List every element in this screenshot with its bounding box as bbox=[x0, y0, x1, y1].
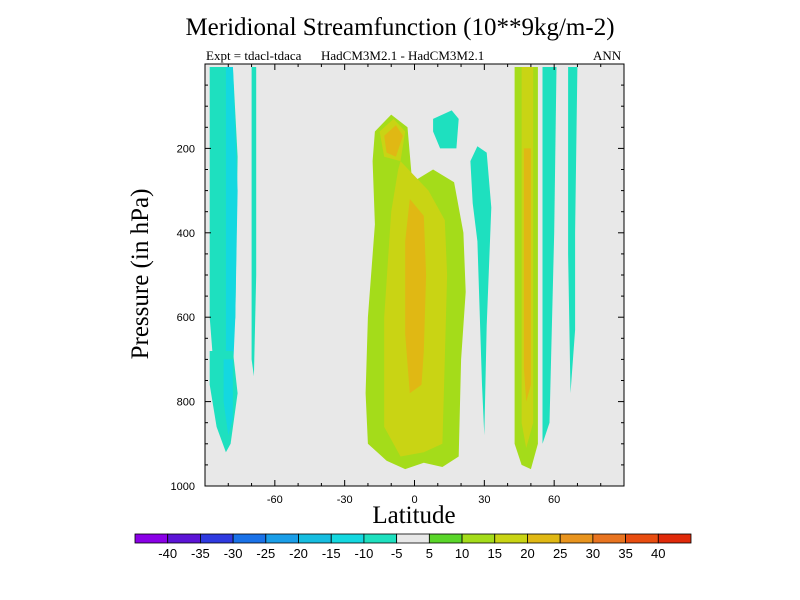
axis-ticks bbox=[204, 64, 625, 487]
region-nh-mid-blob-2 bbox=[477, 152, 489, 233]
colorbar-swatch bbox=[265, 533, 299, 544]
colorbar-label: 40 bbox=[651, 546, 665, 561]
colorbar-label: 20 bbox=[520, 546, 534, 561]
colorbar-label: 15 bbox=[488, 546, 502, 561]
colorbar-label: 30 bbox=[586, 546, 600, 561]
region-nh-column-core bbox=[523, 148, 531, 402]
colorbar: -40 -35 -30 -25 -20 -15 -10 -5 5 10 15 20 25 30 35 40 bbox=[134, 533, 692, 561]
axis-tick-labels: -60 -30 0 30 60 200 400 600 800 1000 bbox=[171, 143, 561, 506]
colorbar-label: -40 bbox=[158, 546, 177, 561]
y-tick-label: 400 bbox=[177, 228, 195, 240]
colorbar-label: -15 bbox=[322, 546, 341, 561]
x-tick-label: 60 bbox=[548, 494, 560, 506]
colorbar-label: -5 bbox=[391, 546, 403, 561]
colorbar-swatch bbox=[592, 533, 626, 544]
colorbar-label: -25 bbox=[256, 546, 275, 561]
colorbar-swatch bbox=[527, 533, 561, 544]
colorbar-label: -35 bbox=[191, 546, 210, 561]
x-tick-label: 0 bbox=[411, 494, 417, 506]
region-sh-west-inner bbox=[225, 67, 238, 373]
colorbar-swatch bbox=[461, 533, 496, 544]
x-tick-label: -60 bbox=[267, 494, 283, 506]
colorbar-label: 35 bbox=[618, 546, 632, 561]
colorbar-swatch bbox=[494, 533, 528, 544]
x-tick-label: 30 bbox=[478, 494, 490, 506]
colorbar-label: -30 bbox=[224, 546, 243, 561]
colorbar-swatch bbox=[167, 533, 201, 544]
colorbar-swatch bbox=[396, 533, 430, 544]
region-central-cell-peak bbox=[405, 199, 427, 394]
colorbar-swatch bbox=[657, 533, 692, 544]
contour-regions bbox=[209, 67, 578, 470]
region-sh-narrow-band bbox=[251, 67, 257, 377]
season-label: ANN bbox=[593, 48, 622, 63]
y-tick-label: 800 bbox=[177, 397, 195, 409]
region-central-upper-orange bbox=[384, 125, 403, 157]
y-tick-label: 1000 bbox=[171, 481, 195, 493]
colorbar-swatch bbox=[134, 533, 169, 544]
model-comparison-label: HadCM3M2.1 - HadCM3M2.1 bbox=[321, 48, 485, 63]
colorbar-swatch bbox=[559, 533, 594, 544]
region-nh-right-band bbox=[542, 67, 557, 444]
region-nh-mid-blob bbox=[470, 146, 492, 436]
chart-title: Meridional Streamfunction (10**9kg/m-2) bbox=[185, 14, 615, 41]
colorbar-swatch bbox=[363, 533, 398, 544]
region-nh-upper-blob bbox=[433, 110, 459, 149]
experiment-label: Expt = tdacl-tdaca bbox=[206, 48, 302, 63]
colorbar-swatch bbox=[200, 533, 234, 544]
colorbar-swatch bbox=[428, 533, 463, 544]
region-nh-right-narrow bbox=[568, 67, 578, 394]
region-sh-lower-lobe-inner bbox=[223, 359, 233, 436]
colorbar-label: 25 bbox=[553, 546, 567, 561]
colorbar-label: 10 bbox=[455, 546, 469, 561]
colorbar-label: 5 bbox=[426, 546, 433, 561]
x-tick-label: -30 bbox=[337, 494, 353, 506]
colorbar-swatch bbox=[232, 533, 267, 544]
colorbar-swatch bbox=[298, 533, 332, 544]
x-axis-title: Latitude bbox=[372, 502, 456, 529]
colorbar-swatch bbox=[625, 533, 659, 544]
colorbar-label: -10 bbox=[355, 546, 374, 561]
colorbar-label: -20 bbox=[289, 546, 308, 561]
y-axis-title: Pressure (in hPa) bbox=[127, 188, 154, 360]
colorbar-swatch bbox=[330, 533, 365, 544]
y-tick-label: 600 bbox=[177, 312, 195, 324]
y-tick-label: 200 bbox=[177, 143, 195, 155]
